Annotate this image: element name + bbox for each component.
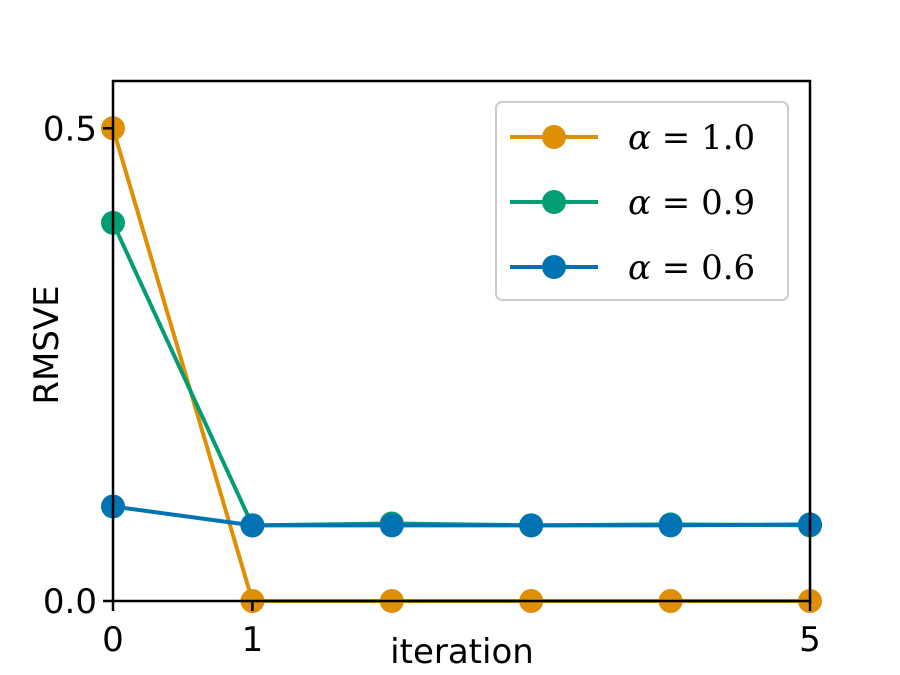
legend-marker <box>542 255 566 279</box>
legend-marker <box>542 125 566 149</box>
x-tick-label: 1 <box>242 620 264 660</box>
data-point <box>658 513 683 538</box>
legend-label: α = 0.6 <box>628 248 755 288</box>
legend-marker <box>542 190 566 214</box>
x-axis-title: iteration <box>390 632 534 672</box>
data-point <box>519 513 544 538</box>
plot-frame <box>111 79 812 603</box>
legend-box <box>495 101 789 301</box>
series-line-2 <box>112 504 811 528</box>
legend: α = 1.0 α = 0.9 α = 0.6 <box>495 101 789 301</box>
legend-label: α = 0.9 <box>628 183 755 223</box>
data-point <box>379 513 404 538</box>
y-axis-title: RMSVE <box>27 285 67 404</box>
data-point <box>240 513 265 538</box>
y-tick-label: 0.5 <box>43 109 97 149</box>
x-tick-label: 0 <box>102 620 124 660</box>
x-tick-label: 5 <box>799 620 821 660</box>
legend-label: α = 1.0 <box>628 118 755 158</box>
axis-layer: 0 1 5 0.0 0.5 <box>43 109 821 660</box>
y-tick-label: 0.0 <box>43 582 97 622</box>
